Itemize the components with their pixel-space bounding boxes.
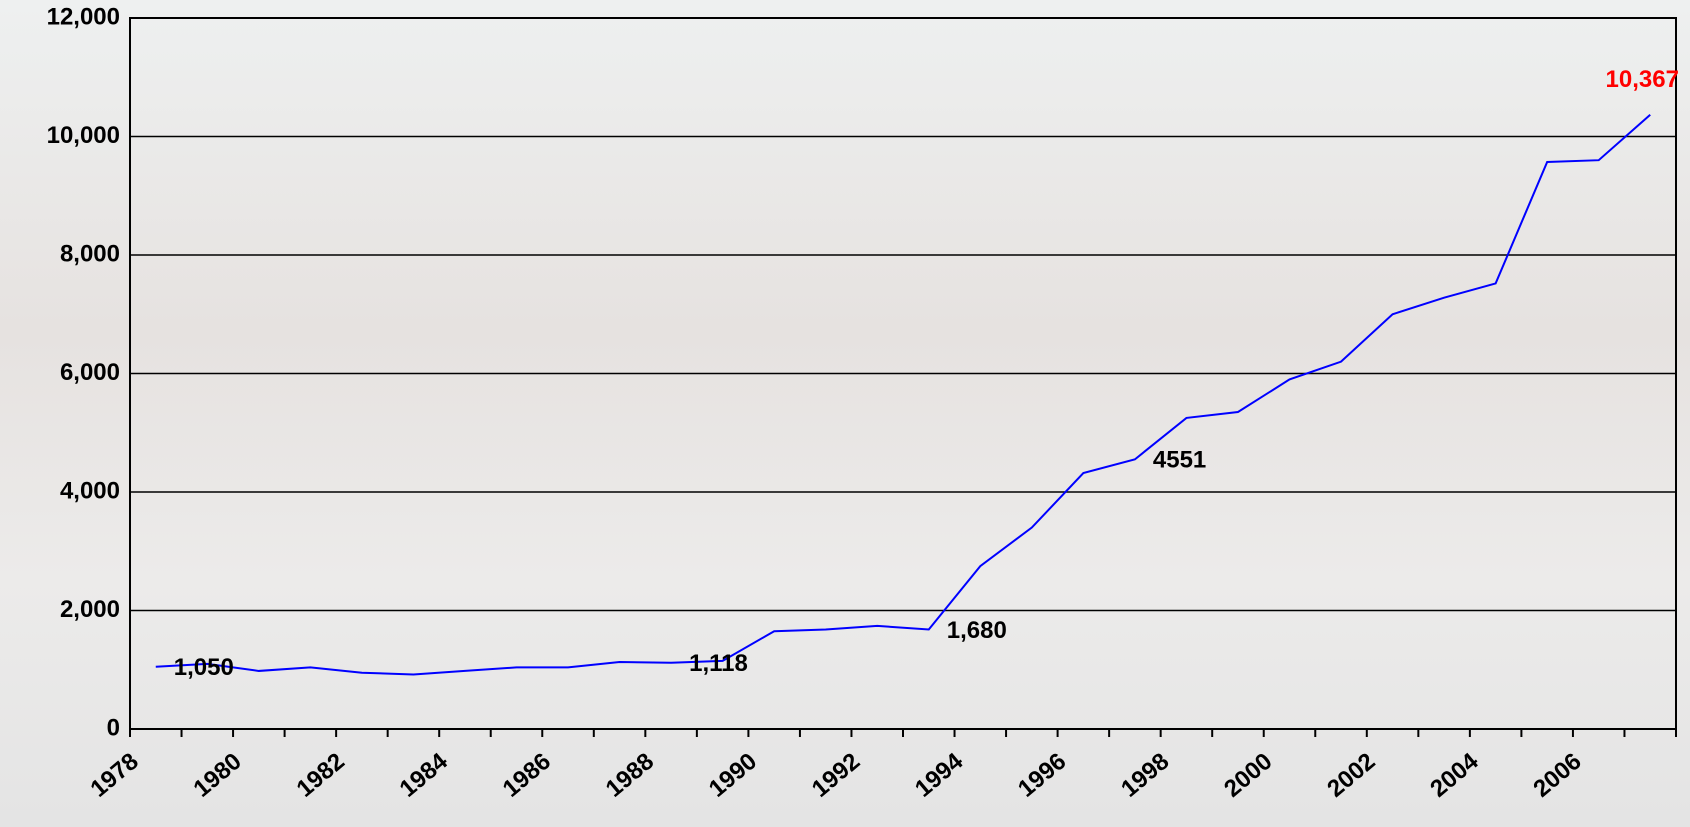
x-tick-label: 2004 <box>1425 747 1484 802</box>
x-tick-label: 1998 <box>1116 748 1174 803</box>
y-tick-label: 4,000 <box>60 477 120 504</box>
y-tick-label: 0 <box>107 714 120 741</box>
x-tick-label: 1986 <box>498 748 556 803</box>
x-tick-label: 2002 <box>1322 748 1380 803</box>
data-label: 10,367 <box>1606 66 1679 93</box>
x-tick-label: 1990 <box>704 748 762 803</box>
y-tick-label: 2,000 <box>60 596 120 623</box>
x-tick-label: 2000 <box>1219 748 1277 803</box>
x-tick-label: 1994 <box>910 747 969 802</box>
y-tick-label: 8,000 <box>60 240 120 267</box>
y-tick-label: 10,000 <box>47 122 120 149</box>
chart: 0 2,000 4,000 6,000 8,000 10,000 12,000 1978 198… <box>0 0 1690 827</box>
x-tick-label: 2006 <box>1528 748 1586 803</box>
y-tick-label: 6,000 <box>60 359 120 386</box>
data-label: 1,118 <box>689 650 748 677</box>
x-tick-label: 1984 <box>395 747 454 802</box>
x-tick-label: 1992 <box>807 748 865 803</box>
x-tick-label: 1982 <box>292 748 350 803</box>
y-tick-label: 12,000 <box>47 3 120 30</box>
data-label: 4551 <box>1153 447 1206 474</box>
data-label: 1,050 <box>174 654 234 681</box>
data-label: 1,680 <box>947 617 1007 644</box>
page: 0 2,000 4,000 6,000 8,000 10,000 12,000 1978 198… <box>0 0 1690 827</box>
x-tick-label: 1980 <box>189 748 247 803</box>
x-tick-label: 1988 <box>601 748 659 803</box>
x-tick-label: 1996 <box>1013 748 1071 803</box>
x-tick-label: 1978 <box>85 748 143 803</box>
data-line <box>156 115 1650 675</box>
